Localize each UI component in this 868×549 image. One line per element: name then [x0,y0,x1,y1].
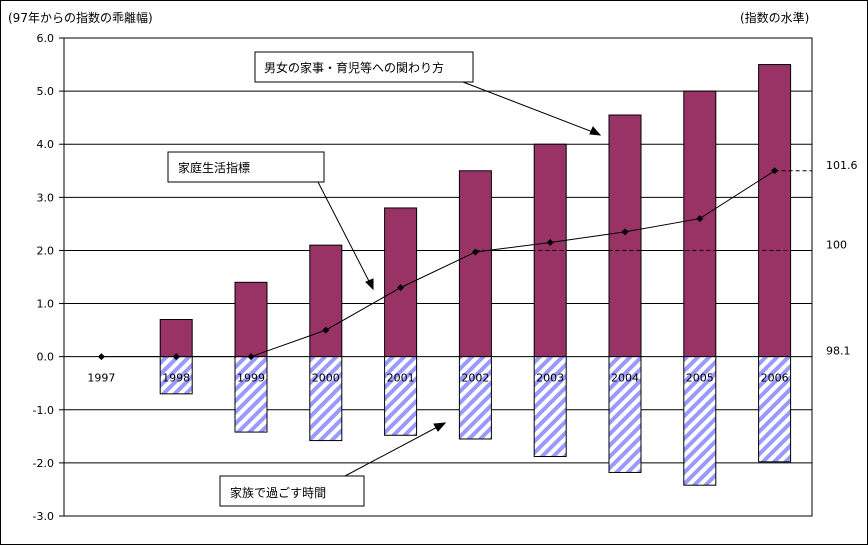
family-time-bar [533,356,567,458]
category-label: 2002 [461,372,489,385]
right-axis-label: 100 [826,238,847,251]
index-line-path [101,170,775,358]
y-tick-label: -2.0 [33,457,54,470]
family-time-bar [458,356,492,440]
category-label: 2006 [761,372,789,385]
svg-text:男女の家事・育児等への関わり方: 男女の家事・育児等への関わり方 [264,60,444,75]
housework-bar [234,281,268,358]
annotation-housework: 男女の家事・育児等への関わり方 [254,51,474,83]
category-label: 1999 [237,372,265,385]
y-tick-label: 3.0 [37,191,55,204]
right-axis-label: 101.6 [826,159,858,172]
arrowhead-family-life [365,278,374,291]
reference-dashed-lines [475,170,812,251]
housework-bar [309,244,343,358]
index-line-point [397,284,405,292]
y-tick-label: 4.0 [37,138,55,151]
category-label: 2001 [387,372,415,385]
category-label: 2003 [536,372,564,385]
arrowhead-family-time [433,422,447,432]
category-label: 1998 [162,372,190,385]
family-time-bar [309,356,343,442]
index-line-point [621,228,629,236]
y-tick-label: 0.0 [37,351,55,364]
index-line-point [247,353,255,361]
family-time-bar [384,356,418,436]
svg-text:家族で過ごす時間: 家族で過ごす時間 [230,485,326,500]
category-labels: 1997 1998 1999 2000 2001 2002 2003 2004 2005 2006 [87,372,788,385]
arrowhead-housework [589,126,602,136]
index-line-point [471,248,479,256]
y-tick-label: -3.0 [33,510,54,523]
svg-text:家庭生活指標: 家庭生活指標 [178,160,250,175]
y-tick-label: -1.0 [33,404,54,417]
category-label: 2004 [611,372,639,385]
housework-bar [159,318,193,358]
y-tick-label: 5.0 [37,85,55,98]
index-line-point [97,353,105,361]
index-line-point [322,326,330,334]
index-line [97,167,779,361]
annotation-family-time: 家族で過ごす時間 [219,475,365,507]
plot-area [63,37,813,517]
housework-bar [683,90,717,358]
index-line-point [771,167,779,175]
category-label: 1997 [87,372,115,385]
right-axis-label: 98.1 [826,345,851,358]
family-time-bar [758,356,792,463]
y-tick-label: 6.0 [37,32,55,45]
bars [159,64,792,486]
y-axis-ticks: 6.0 5.0 4.0 3.0 2.0 1.0 0.0 -1.0 -2.0 -3.0 [33,32,64,523]
index-line-point [696,215,704,223]
category-label: 2005 [686,372,714,385]
category-label: 2000 [312,372,340,385]
annotation-arrows [317,81,602,477]
y-tick-label: 1.0 [37,298,55,311]
right-axis-labels: 101.6 100 98.1 [826,159,858,358]
housework-bar [458,170,492,358]
arrow-housework [462,81,599,135]
left-axis-title: (97年からの指数の乖離幅) [8,10,153,25]
family-time-bar [608,356,642,473]
index-line-point [172,353,180,361]
housework-bar [608,114,642,358]
index-line-point [546,238,554,246]
family-time-bar [683,356,717,486]
housework-bar [758,64,792,358]
arrow-family-time [344,423,444,477]
right-axis-title: (指数の水準) [740,10,809,25]
family-time-bar [234,356,268,433]
arrow-family-life [317,181,373,288]
annotation-family-life: 家庭生活指標 [167,151,325,183]
y-tick-label: 2.0 [37,244,55,257]
